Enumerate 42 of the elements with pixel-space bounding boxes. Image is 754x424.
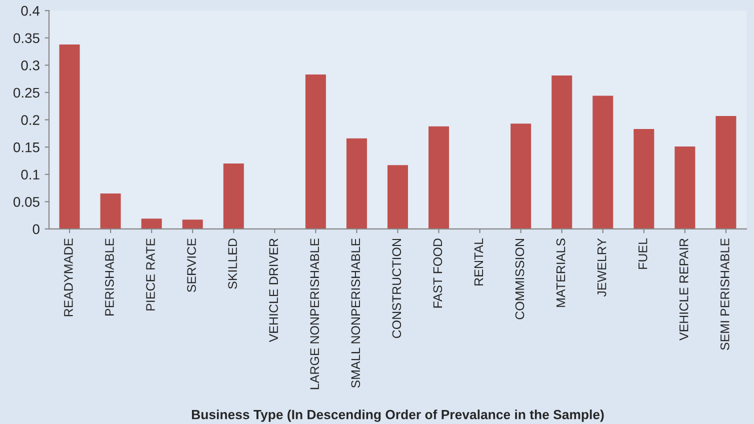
x-tick-label: VEHICLE DRIVER — [269, 238, 278, 342]
x-tick-label: CONSTRUCTION — [392, 239, 402, 338]
x-tick-label: COMMISSION — [515, 239, 524, 320]
x-axis-title: Business Type (In Descending Order of Prevalance in the Sample) — [192, 410, 604, 422]
bar — [387, 165, 408, 229]
y-tick-label: 0.4 — [21, 6, 40, 16]
x-tick-label: SERVICE — [187, 238, 196, 292]
y-tick-label: 0.2 — [21, 115, 40, 125]
x-tick-label: SEMI PERISHABLE — [720, 238, 730, 350]
x-tick-label: RENTAL — [474, 238, 484, 286]
x-tick-label: FUEL — [638, 238, 648, 269]
bar — [716, 116, 736, 229]
x-tick-label: JEWELRY — [598, 238, 606, 297]
x-tick-label: SMALL NONPERISHABLE — [351, 238, 360, 388]
bar — [59, 44, 80, 229]
bar — [182, 220, 203, 229]
x-tick-label: PIECE RATE — [146, 238, 155, 310]
x-tick-label: READYMADE — [64, 238, 73, 316]
bar — [346, 138, 367, 229]
y-tick-label: 0.1 — [21, 170, 40, 180]
bar — [100, 193, 121, 229]
x-tick-label: LARGE NONPERISHABLE — [310, 238, 320, 390]
x-tick-label: FAST FOOD — [433, 238, 442, 308]
bar — [141, 218, 162, 229]
y-tick-label: 0.25 — [13, 88, 40, 98]
y-tick-label: 0.3 — [21, 60, 40, 70]
x-tick-label: MATERIALS — [556, 238, 566, 307]
bar — [510, 124, 532, 229]
x-tick-label: SKILLED — [228, 238, 237, 289]
bar — [428, 126, 450, 229]
bar — [674, 146, 696, 229]
bar — [634, 129, 654, 229]
y-tick-label: 0.05 — [13, 197, 40, 207]
y-tick-label: 0.15 — [13, 142, 40, 152]
y-tick-label: 0.35 — [13, 33, 40, 44]
bar — [592, 96, 614, 229]
y-tick-label: 0 — [32, 224, 40, 234]
x-tick-label: VEHICLE REPAIR — [679, 238, 688, 341]
bar — [552, 76, 572, 229]
bar — [223, 163, 244, 229]
x-tick-label: PERISHABLE — [105, 238, 114, 316]
bar — [305, 74, 326, 229]
